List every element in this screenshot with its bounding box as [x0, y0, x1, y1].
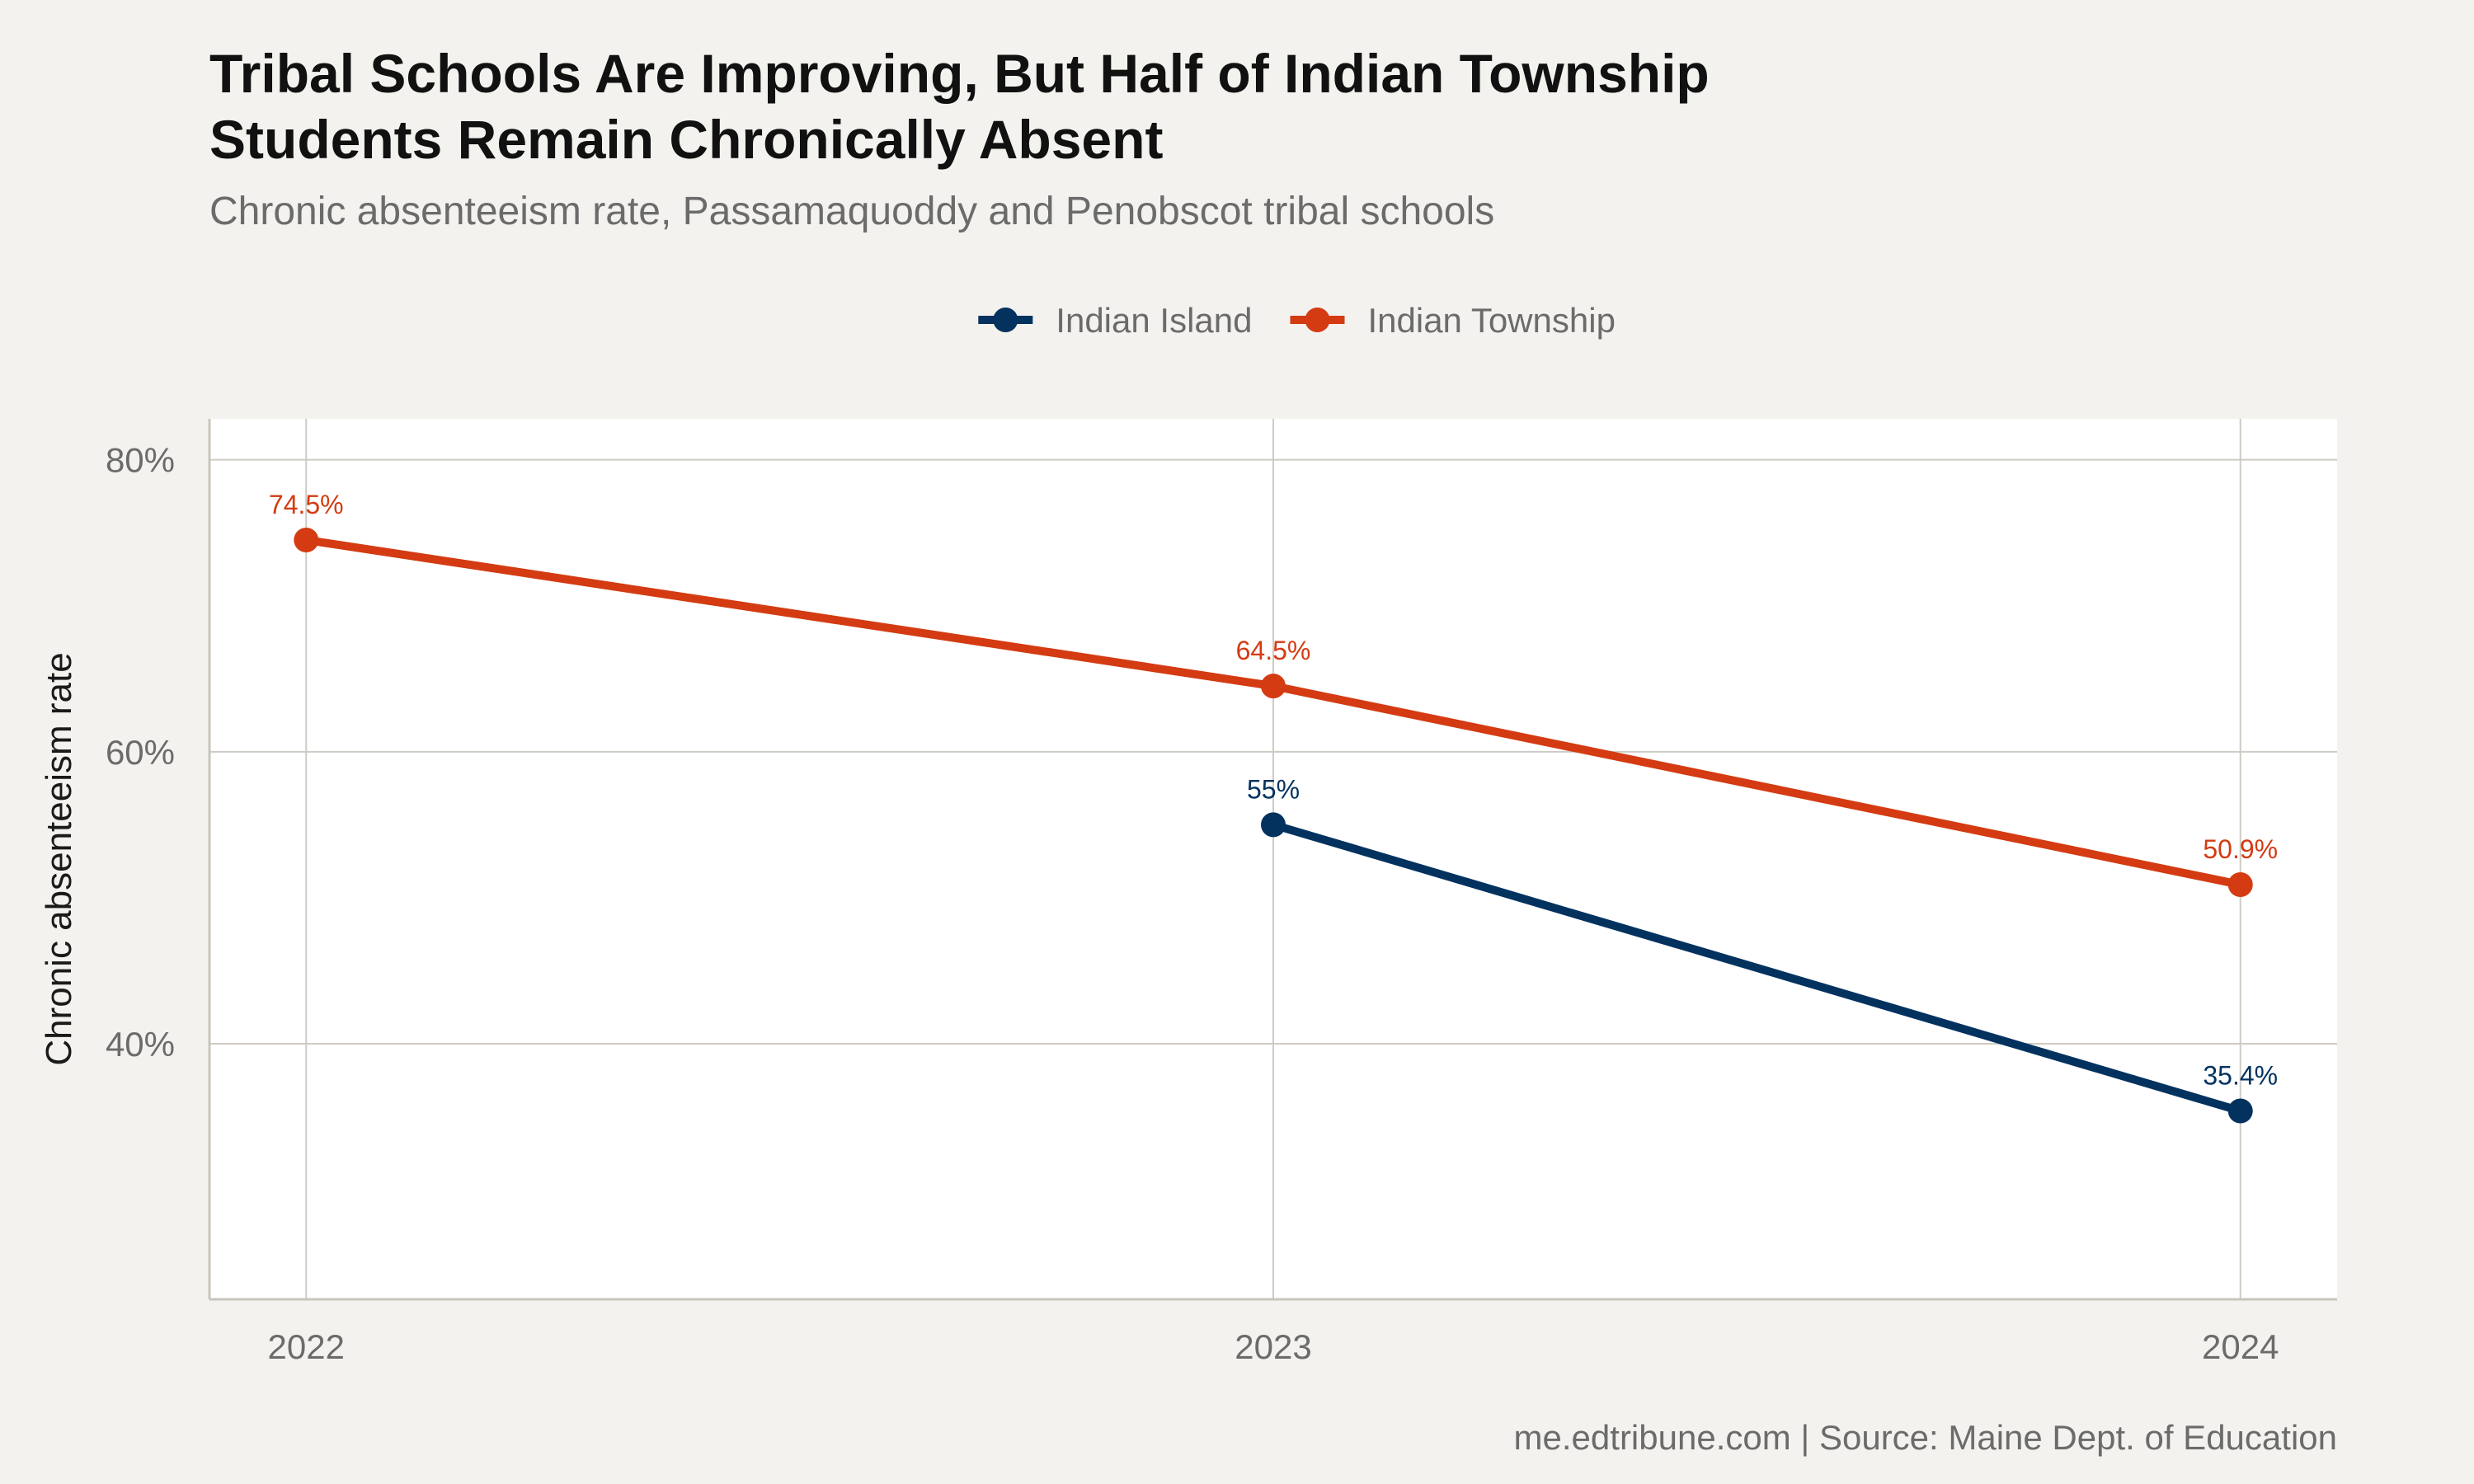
chart-caption: me.edtribune.com | Source: Maine Dept. o… [1514, 1418, 2337, 1457]
chart-subtitle: Chronic absenteeism rate, Passamaquoddy … [209, 190, 1494, 233]
data-point-indian-township [294, 528, 319, 553]
chart-title-line-1: Tribal Schools Are Improving, But Half o… [209, 43, 1710, 104]
data-point-indian-township [1261, 674, 1286, 699]
data-label-indian-island: 35.4% [2203, 1061, 2278, 1091]
y-tick-label: 60% [106, 733, 175, 772]
y-tick-label: 40% [106, 1025, 175, 1064]
series-line-indian-island [1269, 820, 2245, 1115]
y-axis-title: Chronic absenteeism rate [39, 652, 79, 1065]
chart-title-line-2: Students Remain Chronically Absent [209, 109, 1163, 170]
legend-key-point-indian-island [993, 308, 1018, 332]
legend: Indian Island Indian Township [978, 301, 1616, 340]
data-label-indian-township: 74.5% [269, 490, 344, 519]
x-tick-label: 2023 [1235, 1327, 1311, 1366]
data-label-indian-island: 55% [1247, 774, 1300, 804]
series-layer: 55% 35.4% 74.5% 64.5% 50.9% [269, 490, 2278, 1124]
data-point-indian-island [2227, 1098, 2253, 1124]
legend-label-indian-township: Indian Township [1367, 301, 1615, 340]
data-point-indian-township [2227, 871, 2253, 897]
legend-key-point-indian-township [1305, 308, 1330, 332]
x-tick-labels: 2022 2023 2024 [268, 1327, 2279, 1366]
x-tick-label: 2024 [2202, 1327, 2279, 1366]
y-tick-labels: 40% 60% 80% [106, 441, 175, 1064]
data-label-indian-township: 50.9% [2203, 834, 2278, 864]
y-tick-label: 80% [106, 441, 175, 480]
legend-label-indian-island: Indian Island [1056, 301, 1252, 340]
grid-lines [209, 419, 2337, 1299]
x-tick-label: 2022 [268, 1327, 345, 1366]
data-label-indian-township: 64.5% [1236, 636, 1311, 665]
data-point-indian-island [1261, 812, 1286, 838]
